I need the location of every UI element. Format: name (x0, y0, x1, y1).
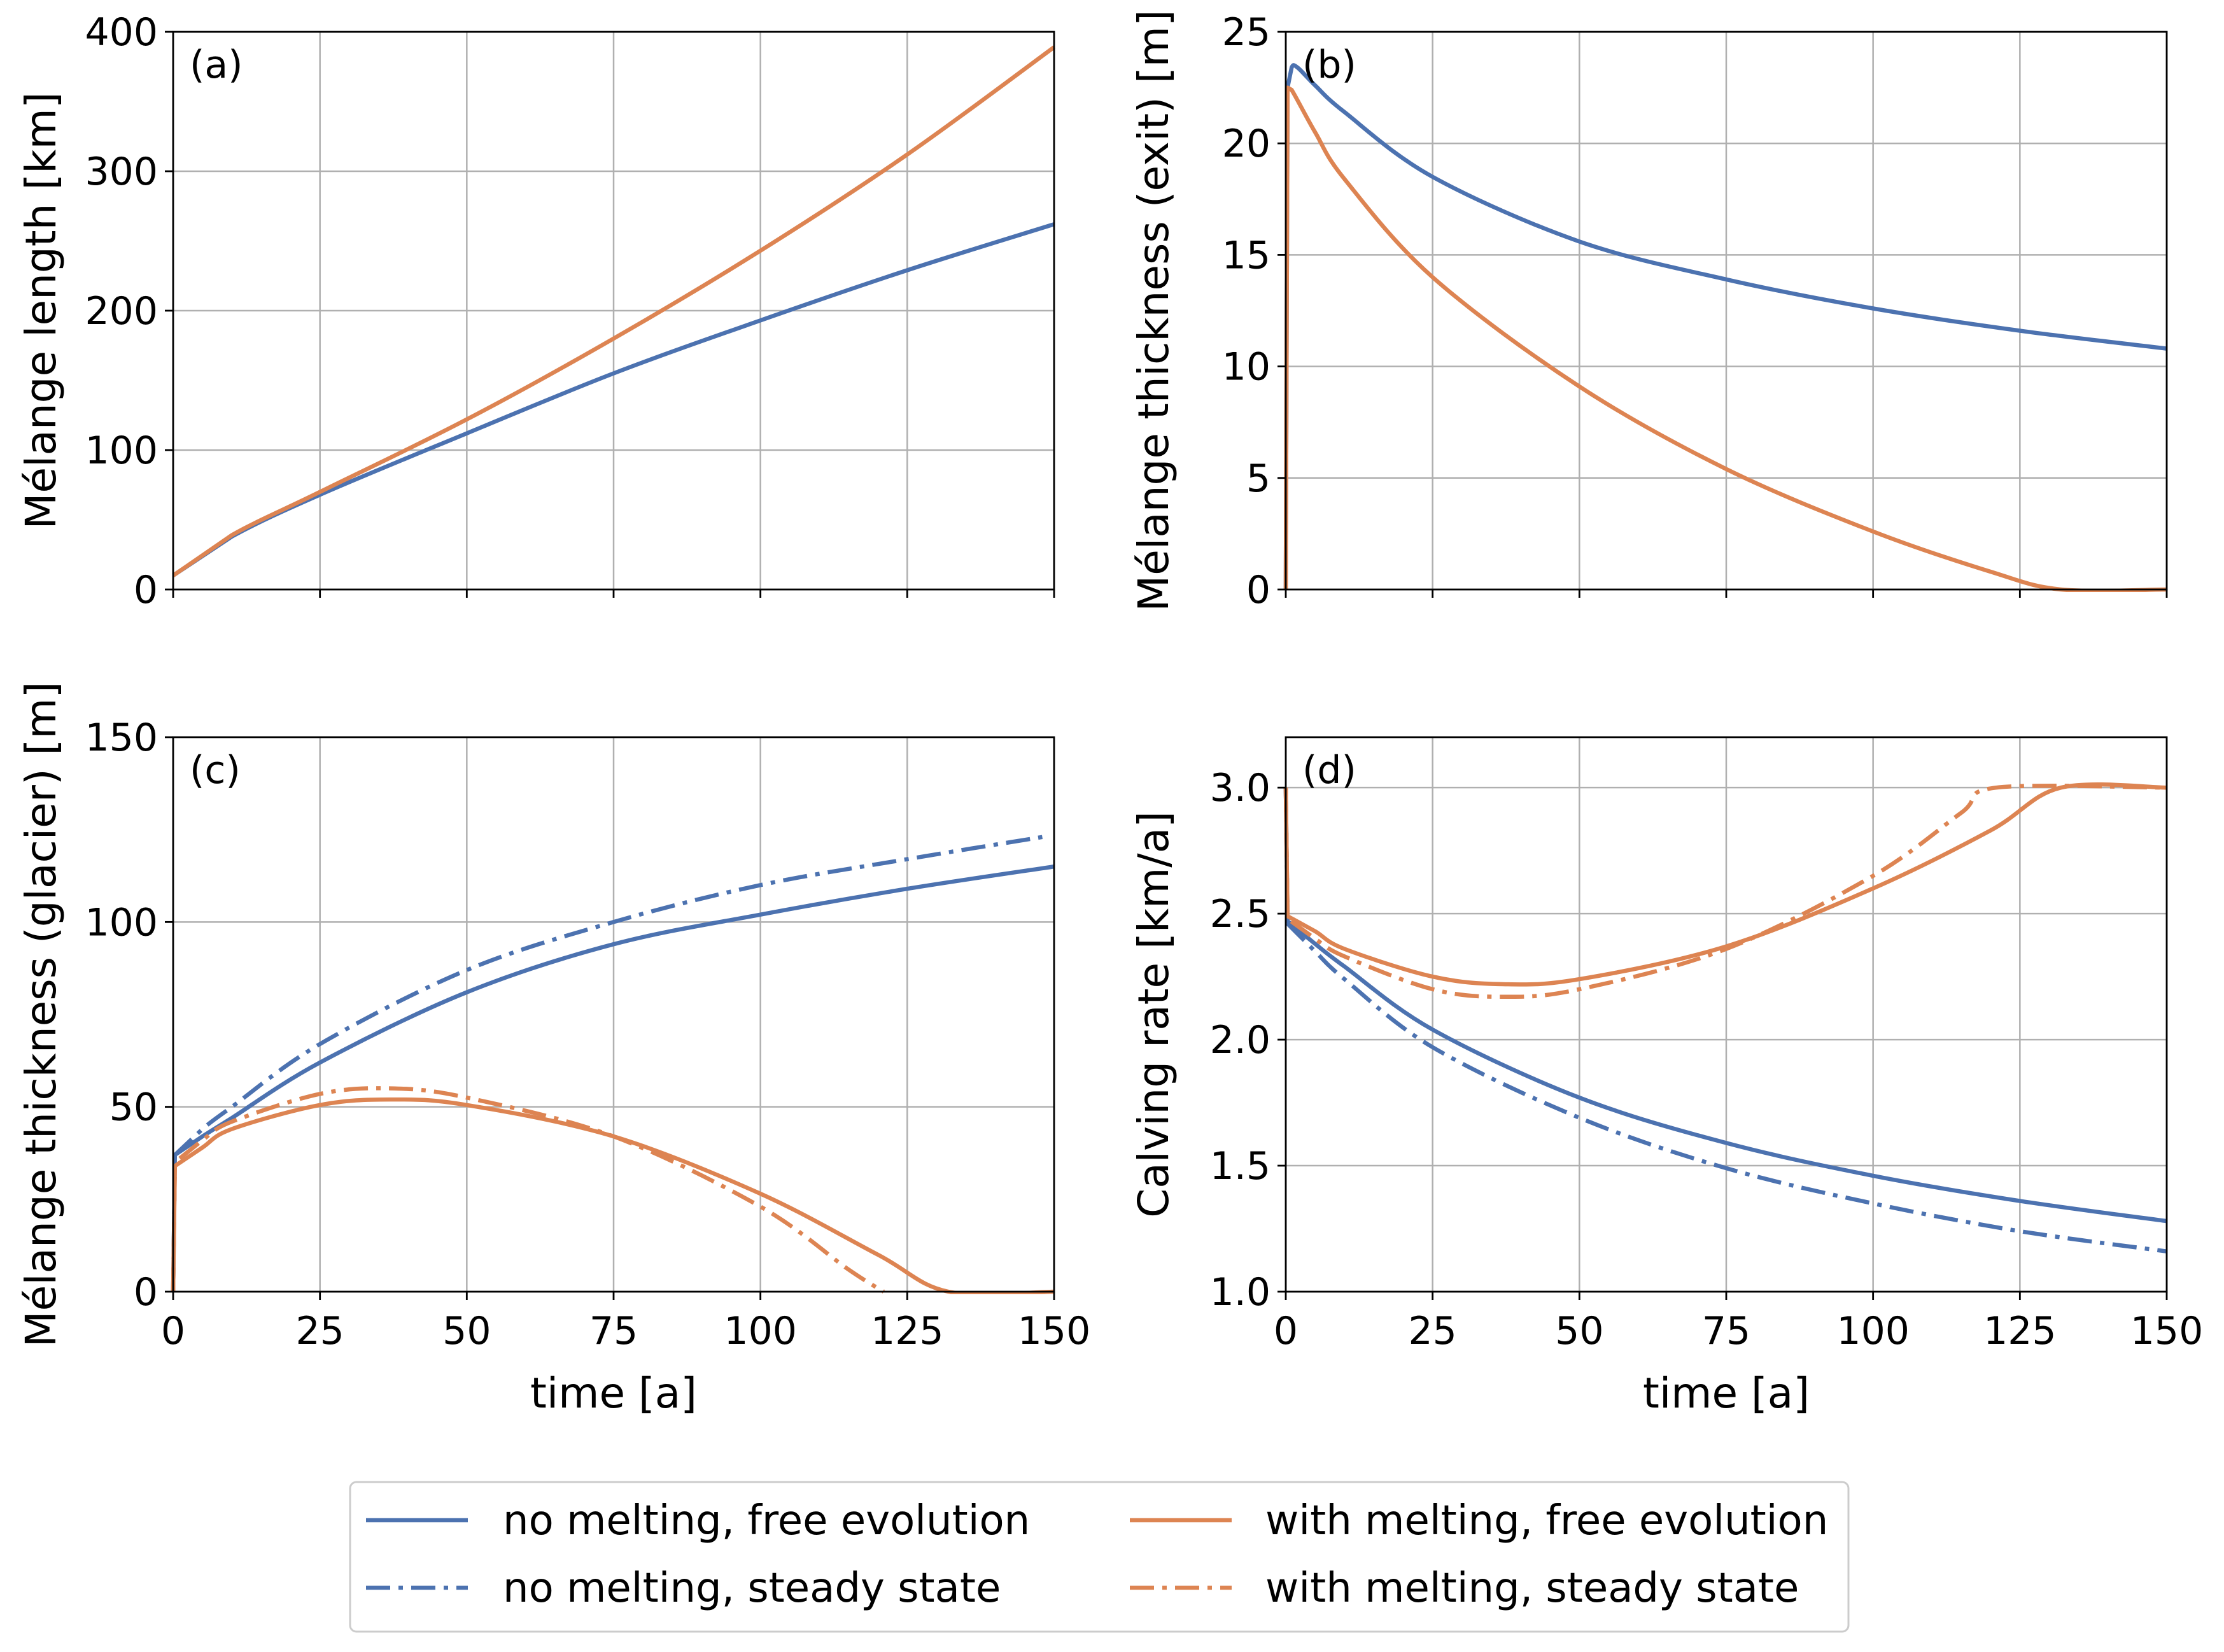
panel-c-xtick-label: 0 (161, 1309, 185, 1353)
panel-b-ytick-label: 25 (1222, 10, 1270, 55)
legend-label-no-melting-steady: no melting, steady state (503, 1565, 1001, 1612)
panel-d-label: (d) (1302, 748, 1356, 793)
panel-c-ytick-label: 150 (85, 716, 158, 760)
panel-d-ytick-label: 1.5 (1210, 1144, 1270, 1189)
panel-c-xtick-label: 25 (295, 1309, 344, 1353)
panel-d-xtick-label: 0 (1274, 1309, 1298, 1353)
panel-d-ytick-label: 3.0 (1210, 766, 1270, 810)
panel-c-series-no-melting-steady-state (171, 835, 1043, 1292)
panel-b-ytick-label: 5 (1246, 456, 1270, 501)
panel-d-series-no-melting-free-evolution (1283, 787, 2167, 1224)
panel-d-xtick-label: 50 (1555, 1309, 1603, 1353)
panel-a: 0 100 200 300 400 (a) Mélange length [km] (17, 10, 1055, 612)
panel-c-ytick-label: 0 (134, 1270, 158, 1315)
panel-a-ytick-label: 400 (85, 10, 158, 55)
panel-a-ytick-label: 300 (85, 150, 158, 194)
panel-b-series-no-melting-free-evolution (1283, 63, 2167, 590)
panel-d: 0 25 50 75 100 125 150 1.0 1.5 2.0 2.5 3.0 (d) Calv… (1129, 736, 2204, 1418)
panel-c-xtick-label: 100 (724, 1309, 797, 1353)
panel-d-series-with-melting-steady-state (1283, 784, 2167, 999)
legend: no melting, free evolution no melting, s… (349, 1481, 1850, 1633)
legend-label-with-melting-steady: with melting, steady state (1265, 1565, 1799, 1612)
panel-c-series-with-melting-steady-state (171, 1086, 885, 1294)
panel-b-series-with-melting-free-evolution (1283, 85, 2167, 592)
panel-b-ytick-label: 10 (1222, 345, 1270, 390)
panel-b-ytick-label: 0 (1246, 568, 1270, 612)
panel-a-series-no-melting-free-evolution (172, 222, 1055, 577)
panel-c-xtick-label: 150 (1018, 1309, 1091, 1353)
panel-a-ytick-label: 0 (134, 568, 158, 612)
panel-d-xtick-label: 100 (1836, 1309, 1910, 1353)
panel-c-xtick-label: 125 (871, 1309, 944, 1353)
panel-d-xtick-label: 25 (1408, 1309, 1456, 1353)
panel-c-label: (c) (190, 748, 241, 793)
panel-a-series-with-melting-free-evolution (172, 45, 1055, 577)
panel-d-ylabel: Calving rate [km/a] (1129, 811, 1178, 1218)
panel-c-xtick-label: 50 (442, 1309, 491, 1353)
panel-c-ylabel: Mélange thickness (glacier) [m] (17, 682, 66, 1348)
panel-c-series-no-melting-free-evolution (171, 864, 1055, 1292)
panel-d-ytick-label: 1.0 (1210, 1270, 1270, 1315)
panel-d-xtick-label: 75 (1702, 1309, 1750, 1353)
panel-b-ylabel: Mélange thickness (exit) [m] (1129, 10, 1178, 611)
panel-b-label: (b) (1302, 43, 1356, 87)
panel-d-series-no-melting-steady-state (1283, 787, 2167, 1253)
panel-c-ytick-label: 100 (85, 900, 158, 945)
panel-c-ytick-label: 50 (109, 1085, 158, 1130)
panel-a-ytick-label: 100 (85, 428, 158, 473)
panel-d-xtick-label: 125 (1983, 1309, 2057, 1353)
panel-a-label: (a) (190, 43, 243, 87)
legend-label-with-melting-free: with melting, free evolution (1265, 1497, 1828, 1544)
panel-d-ytick-label: 2.5 (1210, 892, 1270, 936)
panel-b-ytick-label: 15 (1222, 233, 1270, 278)
panel-c-xlabel: time [a] (530, 1369, 697, 1418)
panel-c: 0 25 50 75 100 125 150 0 50 100 150 (c) Mélange th… (17, 682, 1090, 1418)
panel-a-ylabel: Mélange length [km] (17, 92, 66, 529)
panel-c-xtick-label: 75 (589, 1309, 638, 1353)
panel-b: 0 5 10 15 20 25 (b) Mélange thickness (exit) … (1129, 10, 2168, 612)
panel-d-ytick-label: 2.0 (1210, 1018, 1270, 1063)
panel-b-ytick-label: 20 (1222, 122, 1270, 166)
panel-d-xlabel: time [a] (1643, 1369, 1810, 1418)
panel-d-series-with-melting-free-evolution (1283, 782, 2167, 987)
legend-label-no-melting-free: no melting, free evolution (503, 1497, 1030, 1544)
panel-d-xtick-label: 150 (2130, 1309, 2204, 1353)
panel-c-series-with-melting-free-evolution (171, 1097, 1055, 1294)
panel-a-ytick-label: 200 (85, 289, 158, 334)
legend-box (349, 1481, 1850, 1633)
